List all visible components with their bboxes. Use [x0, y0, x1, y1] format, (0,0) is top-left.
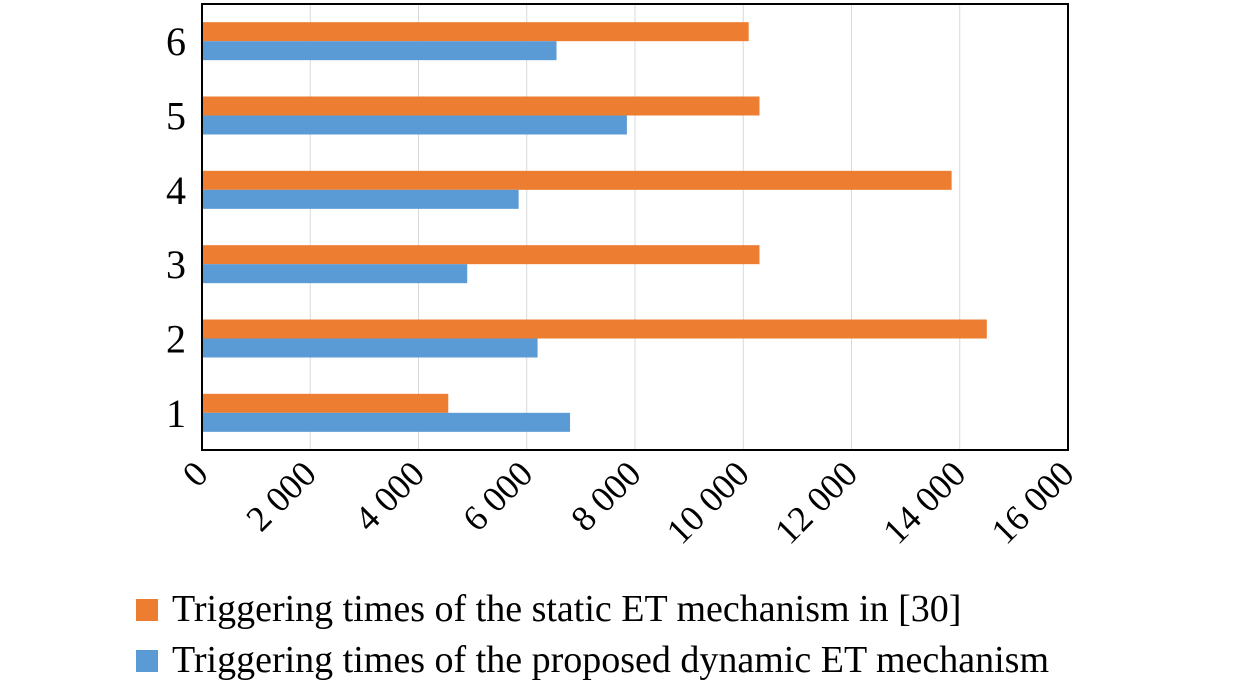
x-tick-label: 14 000	[875, 453, 973, 551]
bar-static-et	[202, 22, 749, 42]
y-tick-label: 3	[166, 242, 186, 287]
legend-swatch	[136, 599, 158, 621]
bar-dynamic-et	[202, 338, 538, 358]
x-tick-label: 2 000	[238, 453, 324, 539]
bar-static-et	[202, 96, 760, 116]
bar-static-et	[202, 393, 449, 413]
y-axis-ticks: 1 2 3 4 5 6	[166, 19, 186, 436]
x-axis-ticks: 0 2 000 4 000 6 000 8 000 10 000 12 000 14 000 1…	[175, 453, 1082, 551]
x-tick-label: 8 000	[563, 453, 649, 539]
legend-swatch	[136, 650, 158, 672]
bar-dynamic-et	[202, 264, 468, 284]
y-tick-label: 6	[166, 19, 186, 64]
legend: Triggering times of the static ET mechan…	[136, 588, 1049, 681]
bar-dynamic-et	[202, 189, 519, 209]
y-tick-label: 5	[166, 94, 186, 139]
x-tick-label: 4 000	[347, 453, 433, 539]
x-tick-label: 6 000	[455, 453, 541, 539]
plot-frame	[201, 3, 1069, 451]
bar-dynamic-et	[202, 41, 557, 61]
x-tick-label: 16 000	[983, 453, 1081, 551]
legend-label: Triggering times of the static ET mechan…	[172, 588, 961, 630]
legend-label: Triggering times of the proposed dynamic…	[172, 639, 1049, 681]
gridlines	[309, 4, 961, 450]
x-tick-label: 12 000	[767, 453, 865, 551]
y-tick-label: 2	[166, 317, 186, 362]
x-tick-label: 0	[175, 453, 216, 494]
bar-static-et	[202, 245, 760, 265]
bar-static-et	[202, 170, 952, 190]
y-tick-label: 1	[166, 391, 186, 436]
bar-static-et	[202, 319, 987, 339]
bars	[202, 22, 987, 432]
bar-dynamic-et	[202, 115, 627, 135]
bar-dynamic-et	[202, 412, 571, 432]
y-tick-label: 4	[166, 168, 186, 213]
x-tick-label: 10 000	[659, 453, 757, 551]
